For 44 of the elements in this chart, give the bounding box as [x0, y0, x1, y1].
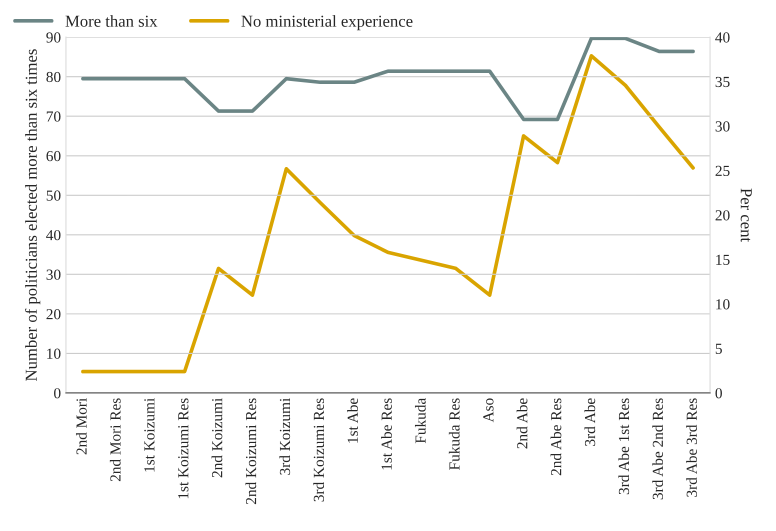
y2-tick-label: 5 [716, 344, 722, 354]
x-tick-label: 2nd Mori Res [110, 398, 121, 482]
x-tick-label: 2nd Koizumi Res [245, 398, 256, 504]
y-tick-label: 50 [46, 190, 61, 201]
y-axis-title: Number of politicians elected more than six times [24, 49, 40, 381]
x-tick-label: 1st Koizumi Res [178, 398, 188, 498]
legend-label: No ministerial experience [241, 15, 412, 30]
x-tick-label: 1st Abe Res [381, 398, 392, 470]
y2-tick-label: 0 [715, 388, 722, 398]
y-tick-label: 70 [46, 111, 61, 122]
x-tick-label: 3rd Abe 3rd Res [686, 398, 697, 497]
y2-axis-title: Per cent [740, 188, 752, 242]
x-tick-label: 2nd Abe Res [550, 398, 562, 476]
x-tick-label: 3rd Abe 2nd Res [652, 398, 664, 500]
x-tick-label: 3rd Abe [584, 398, 596, 446]
x-tick-label: Fukuda Res [448, 398, 460, 470]
y-tick-label: 90 [46, 32, 61, 43]
legend-label: More than six [65, 15, 158, 27]
y2-tick-label: 15 [716, 254, 730, 265]
y-tick-label: 40 [46, 230, 61, 240]
x-tick-label: 3rd Abe 1st Res [618, 398, 630, 494]
y-tick-label: 30 [46, 269, 61, 280]
x-tick-label: 2nd Abe [516, 398, 528, 448]
x-tick-label: Fukuda [414, 398, 426, 444]
y-tick-label: 20 [46, 309, 61, 320]
y-tick-label: 0 [54, 388, 61, 398]
y-tick-label: 60 [46, 150, 61, 162]
y2-tick-label: 10 [716, 299, 730, 310]
line-series [81, 54, 695, 374]
x-tick-label: 3rd Koizumi [279, 398, 290, 475]
line-series [81, 37, 695, 122]
x-tick-label: 1st Abe [347, 398, 358, 443]
y-tick-label: 10 [47, 348, 61, 359]
y2-tick-label: 40 [715, 32, 730, 43]
x-tick-label: 1st Koizumi [144, 398, 155, 472]
y2-tick-label: 20 [716, 210, 730, 221]
y2-tick-label: 25 [716, 166, 730, 176]
x-tick-label: 3rd Koizumi Res [313, 398, 324, 502]
x-tick-label: Aso [483, 398, 494, 422]
x-tick-label: 2nd Mori [76, 398, 87, 454]
x-tick-label: 2nd Koizumi [212, 398, 222, 478]
y2-tick-label: 35 [716, 76, 730, 88]
y-tick-label: 80 [46, 72, 61, 82]
y2-tick-label: 30 [716, 121, 730, 132]
